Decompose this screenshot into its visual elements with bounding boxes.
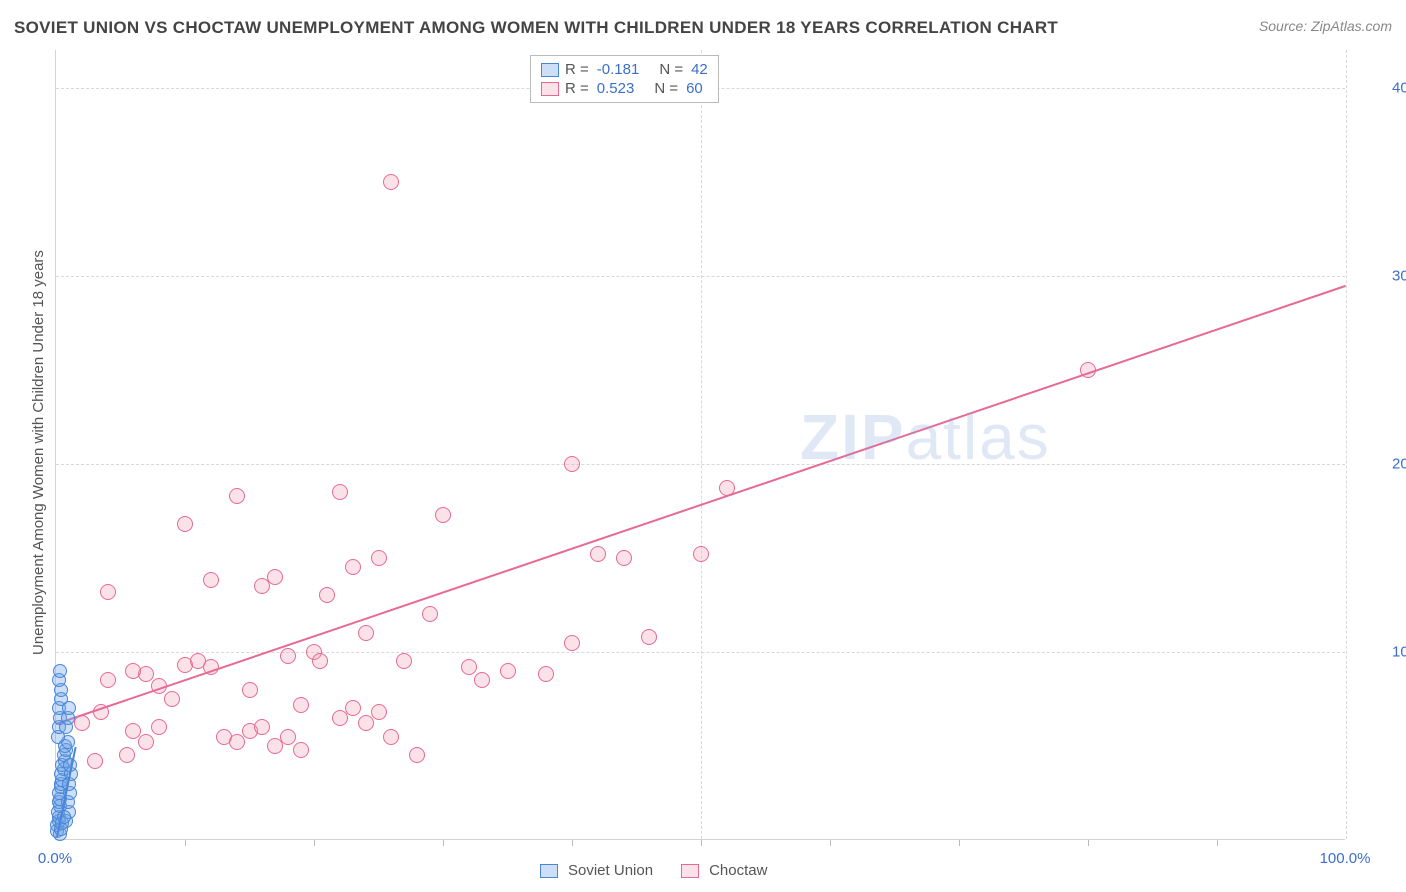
data-point-choctaw	[177, 516, 193, 532]
data-point-choctaw	[641, 629, 657, 645]
data-point-choctaw	[332, 484, 348, 500]
data-point-choctaw	[242, 682, 258, 698]
legend-n-value-choctaw: 60	[686, 80, 703, 97]
legend-label-soviet: Soviet Union	[568, 862, 653, 879]
data-point-choctaw	[345, 559, 361, 575]
legend-swatch-choctaw	[541, 82, 559, 96]
data-point-choctaw	[396, 653, 412, 669]
y-tick-label: 10.0%	[1392, 643, 1406, 660]
chart-container: SOVIET UNION VS CHOCTAW UNEMPLOYMENT AMO…	[0, 0, 1406, 892]
data-point-choctaw	[564, 635, 580, 651]
legend-swatch-soviet	[541, 63, 559, 77]
legend-r-value-choctaw: 0.523	[597, 80, 635, 97]
data-point-choctaw	[693, 546, 709, 562]
x-tick	[830, 840, 831, 846]
data-point-choctaw	[229, 488, 245, 504]
data-point-choctaw	[590, 546, 606, 562]
data-point-choctaw	[358, 625, 374, 641]
data-point-choctaw	[422, 606, 438, 622]
legend-stats: R =-0.181N =42R =0.523N =60	[530, 55, 719, 103]
data-point-choctaw	[151, 719, 167, 735]
data-point-choctaw	[383, 729, 399, 745]
y-tick-label: 20.0%	[1392, 455, 1406, 472]
x-tick	[701, 840, 702, 846]
legend-n-label: N =	[654, 80, 678, 97]
legend-series: Soviet Union Choctaw	[540, 862, 785, 879]
x-tick-label: 100.0%	[1320, 850, 1371, 867]
data-point-choctaw	[461, 659, 477, 675]
data-point-choctaw	[280, 648, 296, 664]
legend-r-value-soviet: -0.181	[597, 61, 640, 78]
data-point-choctaw	[435, 507, 451, 523]
legend-label-choctaw: Choctaw	[709, 862, 767, 879]
y-axis-title: Unemployment Among Women with Children U…	[30, 250, 47, 655]
data-point-choctaw	[358, 715, 374, 731]
data-point-choctaw	[125, 663, 141, 679]
legend-stats-row-soviet: R = -0.181 N = 42	[541, 60, 708, 79]
data-point-choctaw	[87, 753, 103, 769]
legend-r-label: R =	[565, 61, 589, 78]
data-point-choctaw	[164, 691, 180, 707]
y-tick-label: 40.0%	[1392, 79, 1406, 96]
data-point-choctaw	[371, 704, 387, 720]
data-point-soviet	[62, 701, 76, 715]
x-tick	[1088, 840, 1089, 846]
legend-stats-row-choctaw: R = 0.523 N = 60	[541, 79, 708, 98]
x-tick	[1217, 840, 1218, 846]
legend-n-label: N =	[659, 61, 683, 78]
legend-swatch-choctaw	[681, 864, 699, 878]
data-point-choctaw	[267, 569, 283, 585]
legend-r-label: R =	[565, 80, 589, 97]
data-point-choctaw	[345, 700, 361, 716]
x-tick	[959, 840, 960, 846]
data-point-choctaw	[564, 456, 580, 472]
x-tick	[185, 840, 186, 846]
data-point-choctaw	[293, 697, 309, 713]
gridline-v	[1346, 50, 1347, 839]
data-point-choctaw	[409, 747, 425, 763]
data-point-choctaw	[138, 734, 154, 750]
legend-swatch-soviet	[540, 864, 558, 878]
x-tick	[572, 840, 573, 846]
data-point-soviet	[53, 664, 67, 678]
x-tick	[443, 840, 444, 846]
data-point-choctaw	[474, 672, 490, 688]
x-tick-label: 0.0%	[38, 850, 72, 867]
data-point-choctaw	[616, 550, 632, 566]
data-point-choctaw	[312, 653, 328, 669]
y-tick-label: 30.0%	[1392, 267, 1406, 284]
data-point-choctaw	[500, 663, 516, 679]
data-point-choctaw	[293, 742, 309, 758]
data-point-choctaw	[119, 747, 135, 763]
data-point-choctaw	[280, 729, 296, 745]
legend-n-value-soviet: 42	[691, 61, 708, 78]
data-point-choctaw	[100, 672, 116, 688]
data-point-choctaw	[100, 584, 116, 600]
data-point-choctaw	[538, 666, 554, 682]
data-point-choctaw	[383, 174, 399, 190]
data-point-choctaw	[229, 734, 245, 750]
plot-area	[55, 50, 1345, 840]
source-label: Source: ZipAtlas.com	[1259, 18, 1392, 34]
data-point-choctaw	[319, 587, 335, 603]
x-tick	[314, 840, 315, 846]
data-point-choctaw	[203, 572, 219, 588]
data-point-choctaw	[371, 550, 387, 566]
gridline-v	[701, 50, 702, 839]
data-point-choctaw	[254, 719, 270, 735]
chart-title: SOVIET UNION VS CHOCTAW UNEMPLOYMENT AMO…	[14, 18, 1058, 38]
